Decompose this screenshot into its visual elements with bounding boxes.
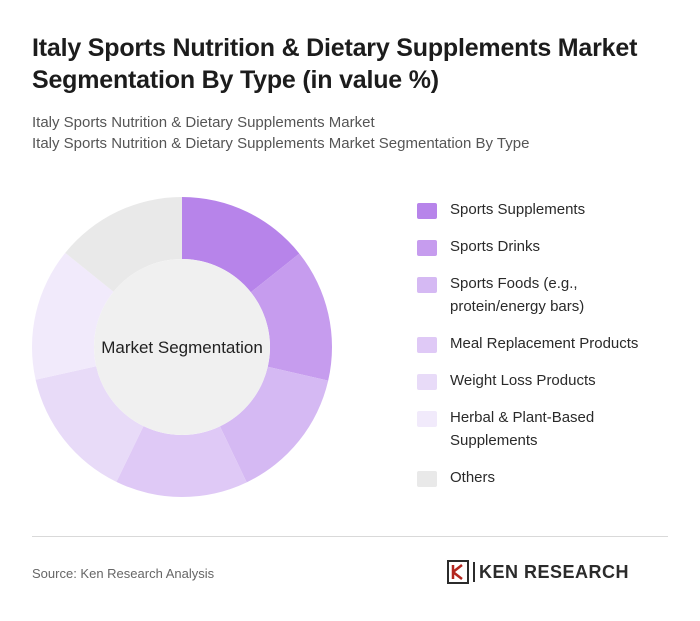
legend-item: Sports Foods (e.g., protein/energy bars) (417, 272, 677, 318)
logo-separator (473, 562, 475, 582)
chart-title: Italy Sports Nutrition & Dietary Supplem… (32, 34, 638, 94)
legend-item: Others (417, 466, 677, 489)
legend-item: Weight Loss Products (417, 369, 677, 392)
legend-label: Others (450, 469, 496, 486)
legend-item: Sports Drinks (417, 235, 677, 258)
donut-center-label: Market Segmentation (101, 338, 263, 357)
legend-label: Herbal & Plant-Based Supplements (450, 409, 595, 449)
legend-swatch (417, 374, 437, 390)
donut-center (94, 259, 270, 435)
legend-swatch (417, 411, 437, 427)
legend-label: Sports Drinks (450, 238, 541, 255)
donut-slice-7 (65, 197, 182, 292)
logo-wordmark: KEN RESEARCH (479, 561, 630, 582)
legend-item: Herbal & Plant-Based Supplements (417, 406, 677, 452)
legend-item: Meal Replacement Products (417, 332, 677, 355)
ken-research-logo-icon (447, 560, 469, 584)
chart-legend: Sports Supplements Sports Drinks Sports Fo… (417, 198, 677, 503)
legend-label: Weight Loss Products (450, 372, 596, 389)
legend-swatch (417, 337, 437, 353)
footer-divider (32, 536, 668, 537)
legend-label: Sports Foods (e.g., protein/energy bars) (450, 275, 585, 315)
donut-chart: Market Segmentation (31, 197, 332, 497)
legend-swatch (417, 277, 437, 293)
legend-label: Sports Supplements (450, 201, 586, 218)
donut-slice-6 (31, 252, 114, 380)
chart-subtitle: Italy Sports Nutrition & Dietary Supplem… (32, 112, 672, 154)
donut-slice-5 (35, 366, 144, 482)
ken-research-logo: KEN RESEARCH (447, 560, 629, 584)
legend-swatch (417, 240, 437, 256)
subtitle-line-1: Italy Sports Nutrition & Dietary Supplem… (32, 114, 375, 131)
legend-label: Meal Replacement Products (450, 335, 639, 352)
donut-slice-3 (219, 366, 329, 483)
donut-slice-2 (250, 253, 332, 381)
legend-swatch (417, 471, 437, 487)
donut-slice-4 (116, 426, 247, 497)
subtitle-line-2: Italy Sports Nutrition & Dietary Supplem… (32, 135, 530, 152)
donut-slice-1 (182, 197, 300, 293)
legend-item: Sports Supplements (417, 198, 677, 221)
source-note: Source: Ken Research Analysis (32, 566, 215, 581)
legend-swatch (417, 203, 437, 219)
